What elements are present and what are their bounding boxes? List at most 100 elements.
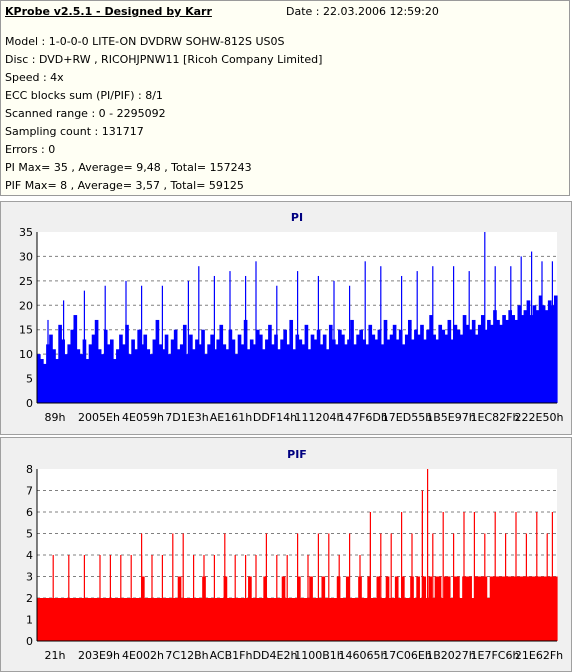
pi-bar xyxy=(158,344,163,403)
pif-peak-bar xyxy=(427,469,429,641)
pif-peak-bar xyxy=(453,533,455,641)
pif-peak-bar xyxy=(473,512,475,641)
pi-bar xyxy=(344,344,348,403)
pi-bar xyxy=(249,339,254,403)
pif-bar xyxy=(134,598,139,641)
pif-bar xyxy=(128,598,133,641)
pif-peak-bar xyxy=(182,533,184,641)
pi-bar xyxy=(88,344,93,403)
pi-bar xyxy=(517,305,522,403)
pi-bar xyxy=(541,305,546,403)
pi-bar xyxy=(395,339,400,403)
pi-peak-bar xyxy=(229,271,231,403)
pif-bar xyxy=(361,598,365,641)
pi-bar xyxy=(420,324,424,403)
pi-bar xyxy=(465,324,470,403)
pi-bar xyxy=(365,344,370,403)
pi-bar xyxy=(106,344,111,403)
pif-bar xyxy=(437,576,442,641)
pif-peak-bar xyxy=(349,533,351,641)
pif-bar xyxy=(46,598,50,641)
pi-peak-bar xyxy=(198,266,200,403)
pif-peak-bar xyxy=(317,533,319,641)
pi-bar xyxy=(237,334,242,403)
pi-bar xyxy=(213,349,218,403)
pi-bar xyxy=(286,344,290,403)
pi-bar xyxy=(100,354,105,403)
pi-bar xyxy=(322,334,327,403)
pi-bar xyxy=(76,349,81,403)
pi-bar xyxy=(37,354,41,403)
pif-bar xyxy=(43,598,47,641)
pif-bar xyxy=(95,598,99,641)
pif-bar xyxy=(67,598,72,641)
pi-bar xyxy=(553,295,558,403)
pi-bar xyxy=(182,324,187,403)
pif-bar xyxy=(376,576,381,641)
pi-bar xyxy=(417,334,421,403)
pi-bar xyxy=(234,354,239,403)
pi-bar xyxy=(426,329,430,403)
pi-bar xyxy=(404,334,409,403)
pi-bar xyxy=(514,319,519,403)
pi-bar xyxy=(401,344,406,403)
pif-peak-bar xyxy=(68,555,70,641)
pif-peak-bar xyxy=(525,533,527,641)
pi-bar xyxy=(134,349,138,403)
pi-bar xyxy=(255,329,260,403)
pi-bar xyxy=(137,329,141,403)
pi-y-tick-label: 35 xyxy=(19,226,33,239)
pi-bar xyxy=(265,339,269,403)
pi-bar xyxy=(246,349,251,403)
pif-bar xyxy=(205,598,209,641)
pi-bar xyxy=(70,329,75,403)
pi-chart: PI 0 5 10 15 20 25 30 35 89h 2005Eh 4E059h 7D1E3h AE1… xyxy=(19,211,564,424)
pif-bar xyxy=(248,576,252,641)
pif-bar xyxy=(315,598,320,641)
pi-x-tick-label: 222E50h xyxy=(515,411,564,424)
pif-x-tick-label: 1E7FC6h xyxy=(471,649,520,662)
pif-bar xyxy=(520,576,524,641)
pif-peak-bar xyxy=(99,555,101,641)
pi-x-tick-label: 17ED55h xyxy=(382,411,432,424)
pi-bar xyxy=(204,354,208,403)
scan-date: Date : 22.03.2006 12:59:20 xyxy=(286,5,439,18)
pif-bar xyxy=(293,598,298,641)
pif-x-tick-label: 1B2027h xyxy=(426,649,476,662)
pif-peak-bar xyxy=(505,533,507,641)
pi-bars xyxy=(37,232,558,403)
pif-y-tick-label: 3 xyxy=(26,571,33,584)
pi-bar xyxy=(304,324,309,403)
pif-bar xyxy=(89,598,93,641)
pi-bar xyxy=(547,300,552,403)
pif-bar xyxy=(544,576,549,641)
pif-bar xyxy=(101,598,105,641)
pi-bar xyxy=(429,315,433,403)
pif-bar xyxy=(523,576,528,641)
pif-bar xyxy=(238,598,243,641)
pif-bar xyxy=(446,576,451,641)
pif-bar xyxy=(370,598,375,641)
pif-bar xyxy=(498,576,503,641)
pi-bar xyxy=(435,339,439,403)
pif-peak-bar xyxy=(328,533,330,641)
info-disc: Disc : DVD+RW , RICOHJPNW11 [Ricoh Compa… xyxy=(5,53,323,66)
pif-bar xyxy=(333,598,338,641)
pif-peak-bar xyxy=(338,555,340,641)
pi-peak-bar xyxy=(63,300,65,403)
pi-bar xyxy=(67,344,72,403)
pi-peak-bar xyxy=(141,285,143,403)
pif-bar xyxy=(284,598,289,641)
pi-bar xyxy=(535,310,540,403)
pif-bar xyxy=(538,576,543,641)
pif-bar xyxy=(440,598,445,641)
pi-x-tick-label: 7D1E3h xyxy=(165,411,208,424)
pi-bar xyxy=(125,324,129,403)
pif-bar xyxy=(251,598,255,641)
pi-bar xyxy=(192,349,196,403)
pi-peak-bar xyxy=(213,275,215,403)
info-pif-stats: PIF Max= 8 , Average= 3,57 , Total= 5912… xyxy=(5,179,244,192)
pif-bar xyxy=(76,598,81,641)
pi-chart-title: PI xyxy=(291,211,303,224)
pi-bar xyxy=(149,354,154,403)
